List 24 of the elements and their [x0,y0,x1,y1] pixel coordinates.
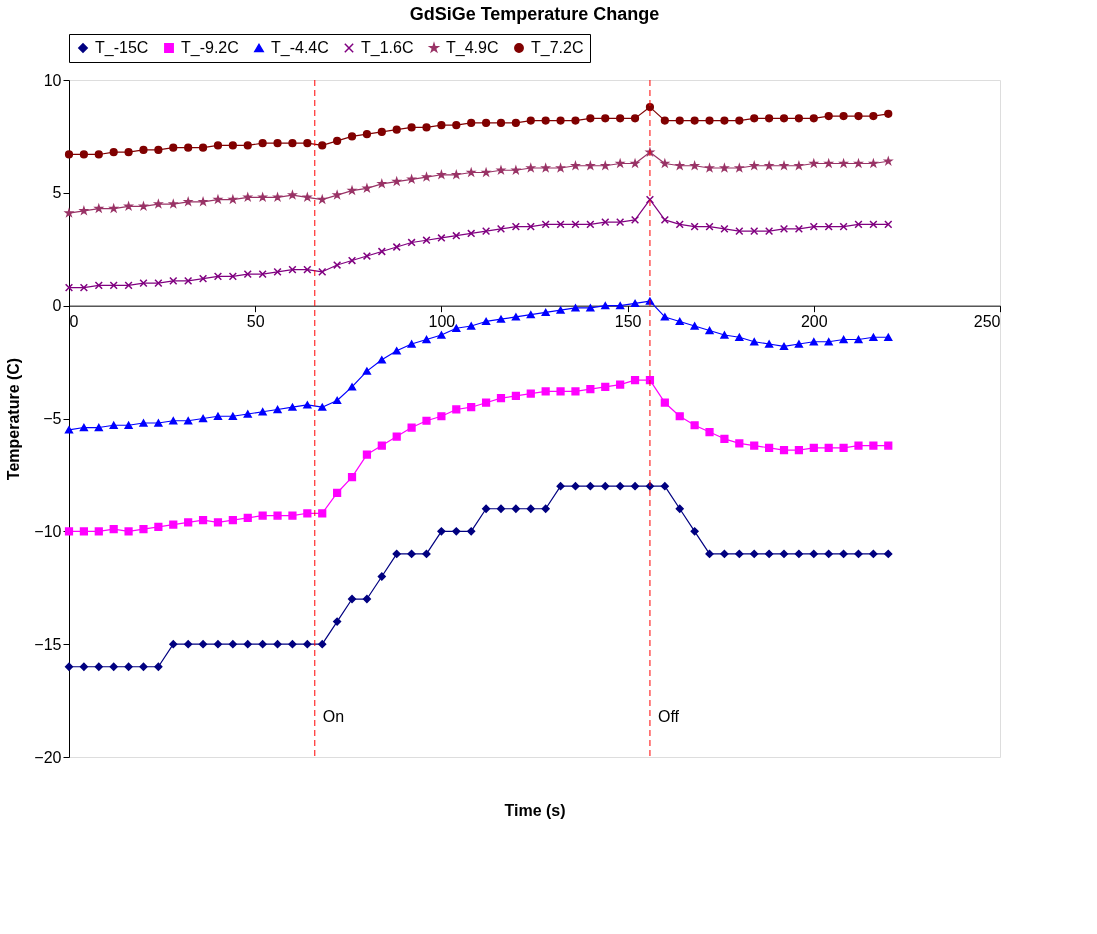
ref-line-label: Off [657,708,680,725]
legend-label: T_4.9C [446,39,499,57]
x-tick-label: 0 [69,313,79,331]
y-tick-label: −10 [34,522,62,540]
y-tick-label: −5 [43,410,62,427]
x-tick-label: 150 [614,313,642,331]
ref-line-label: On [322,708,345,725]
y-tick-label: −15 [34,635,62,653]
x-tick-label: 50 [246,313,265,331]
y-axis-title: Temperature (C) [5,357,23,481]
x-tick-label: 250 [973,313,1001,331]
legend-label: T_-9.2C [181,39,239,57]
x-tick-label: 200 [800,313,828,331]
legend-label: T_7.2C [531,39,584,57]
chart-title: GdSiGe Temperature Change [409,3,660,24]
y-tick-label: −20 [34,748,62,766]
y-tick-label: 5 [52,184,62,202]
legend-label: T_-15C [95,39,149,57]
y-tick-label: 0 [52,297,62,315]
y-tick-label: 10 [43,71,62,89]
legend-label: T_1.6C [361,39,414,57]
legend-label: T_-4.4C [271,39,329,57]
x-axis-title: Time (s) [504,801,566,819]
x-tick-label: 100 [428,313,456,331]
